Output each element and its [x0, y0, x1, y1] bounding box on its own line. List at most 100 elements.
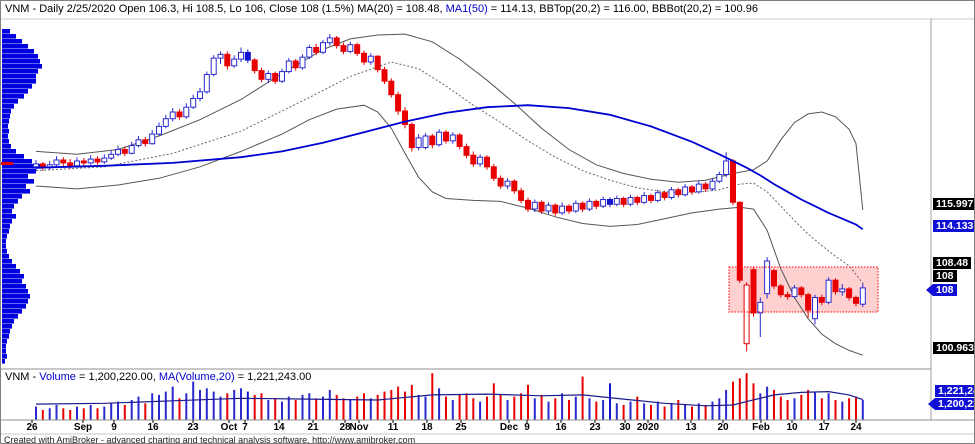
volume-profile-bar: [2, 279, 22, 284]
candle-body: [579, 202, 586, 210]
volume-bar: [752, 383, 755, 420]
date-axis-label-23[interactable]: 23: [187, 422, 199, 433]
date-axis-label-21[interactable]: 21: [307, 422, 319, 433]
volume-bar: [486, 396, 488, 420]
date-axis-label-26[interactable]: 26: [26, 422, 38, 433]
volume-bar: [240, 388, 242, 420]
candle-body: [279, 71, 285, 82]
candle-body: [559, 205, 566, 214]
candle-body: [33, 163, 39, 168]
candle-body: [299, 56, 306, 69]
volume-profile-bar: [2, 349, 6, 354]
date-axis-label-10[interactable]: 10: [786, 422, 798, 433]
candle-body: [347, 44, 354, 52]
volume-bar: [848, 398, 851, 420]
volume-profile-bar: [2, 189, 30, 194]
date-axis-label-9[interactable]: 9: [524, 422, 530, 433]
candle-body: [825, 279, 832, 303]
candle-body: [743, 284, 750, 345]
volume-label-0: 1,221,243: [935, 385, 974, 397]
volume-bar: [349, 400, 352, 420]
date-axis-label-25[interactable]: 25: [455, 422, 467, 433]
candle-body: [641, 195, 648, 203]
date-axis-label-dec[interactable]: Dec: [499, 422, 519, 433]
volume-profile-bar: [2, 114, 10, 119]
candle-body: [716, 174, 723, 182]
candle-body: [443, 131, 449, 142]
volume-profile-bar: [2, 309, 22, 314]
volume-profile-bar: [2, 244, 6, 249]
volume-profile-bar: [2, 169, 36, 174]
candle-body: [408, 124, 415, 149]
date-axis-label-23[interactable]: 23: [589, 422, 601, 433]
candle-body: [429, 135, 436, 146]
volume-label-0-text: 1,221,243: [938, 385, 974, 397]
volume-bar: [55, 405, 58, 420]
date-axis-label-2020[interactable]: 2020: [636, 422, 660, 433]
volume-bar: [219, 396, 222, 420]
volume-bar: [308, 393, 311, 420]
volume-bar: [438, 388, 441, 420]
date-axis-label-16[interactable]: 16: [555, 422, 567, 433]
candle-body: [791, 287, 798, 298]
date-axis-label-9[interactable]: 9: [111, 422, 117, 433]
volume-profile-bar: [2, 119, 9, 124]
date-axis-label-14[interactable]: 14: [273, 422, 285, 433]
price-label-100963-5-text: 100.963: [936, 342, 974, 354]
volume-profile-bar: [2, 329, 10, 334]
date-axis-label-feb[interactable]: Feb: [752, 422, 770, 433]
candle-body: [648, 195, 654, 201]
volume-profile-bar: [2, 184, 26, 189]
candle-body: [572, 202, 579, 212]
volume-bar: [629, 401, 632, 420]
candle-body: [231, 58, 238, 67]
candle-body: [511, 180, 518, 192]
volume-bar: [369, 398, 372, 420]
candle-body: [798, 287, 805, 296]
candle-body: [613, 198, 620, 205]
volume-bar: [96, 408, 99, 420]
date-axis-label-sep[interactable]: Sep: [73, 422, 93, 433]
date-axis-label-13[interactable]: 13: [685, 422, 697, 433]
volume-bar: [103, 406, 106, 420]
volume-title-symbol: VNM -: [5, 371, 40, 383]
volume-bar: [636, 396, 639, 420]
volume-profile-bar: [2, 304, 26, 309]
candle-body: [258, 70, 265, 80]
volume-bar: [793, 398, 796, 420]
date-axis-label-11[interactable]: 11: [387, 422, 399, 433]
volume-ma-label: MA(Volume,20): [158, 371, 235, 383]
candle-body: [723, 160, 730, 175]
date-axis-label-20[interactable]: 20: [717, 422, 729, 433]
date-axis-label-18[interactable]: 18: [421, 422, 433, 433]
volume-bar: [568, 400, 570, 420]
volume-bar: [451, 400, 454, 420]
volume-bar: [117, 401, 119, 420]
price-label-108-4-text: 108: [936, 284, 954, 296]
volume-bar: [677, 400, 680, 420]
date-axis-label-oct[interactable]: Oct: [220, 422, 238, 433]
date-axis-label-17[interactable]: 17: [818, 422, 830, 433]
date-axis-label-nov[interactable]: Nov: [349, 422, 369, 433]
volume-bar: [834, 400, 837, 420]
date-axis-label-30[interactable]: 30: [619, 422, 631, 433]
candle-body: [60, 159, 67, 164]
date-axis-label-16[interactable]: 16: [147, 422, 159, 433]
candle-body: [620, 198, 627, 205]
date-axis-label-24[interactable]: 24: [850, 422, 862, 433]
volume-bar: [820, 398, 823, 420]
date-axis-label-7[interactable]: 7: [242, 422, 248, 433]
candle-body: [265, 73, 272, 80]
ma20-dotted-line: [35, 61, 864, 284]
volume-profile-bar: [2, 294, 30, 299]
volume-bar: [151, 393, 154, 420]
volume-profile-bar: [2, 179, 34, 184]
candle-body: [531, 201, 538, 210]
volume-bar: [199, 389, 201, 420]
volume-title-value: = 1,200,220.00,: [75, 371, 159, 383]
selection-box[interactable]: [728, 266, 879, 313]
volume-bar: [574, 396, 577, 420]
date-axis-label-28[interactable]: 28: [339, 422, 351, 433]
candle-body: [682, 186, 689, 196]
